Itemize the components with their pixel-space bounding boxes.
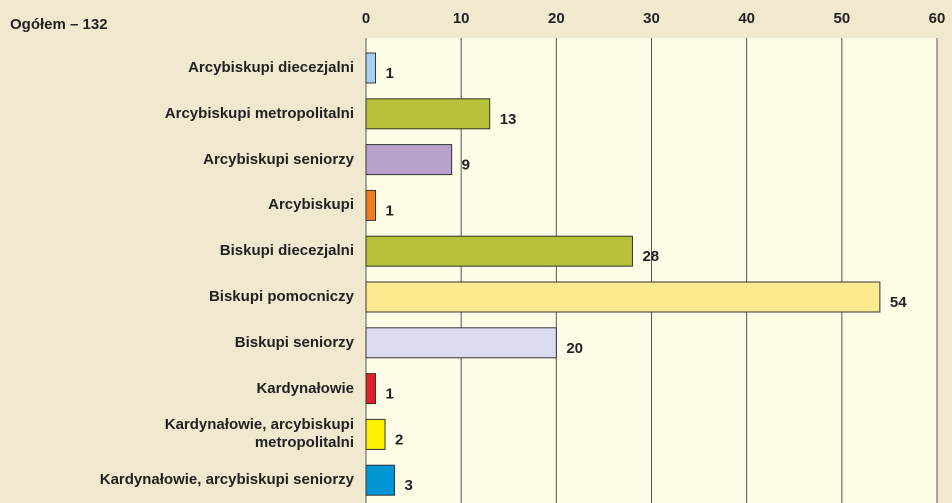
bar bbox=[365, 418, 386, 450]
bar bbox=[365, 281, 881, 313]
x-tick-label: 50 bbox=[833, 10, 850, 27]
data-label: 3 bbox=[405, 477, 413, 494]
x-tick-label: 0 bbox=[362, 10, 370, 27]
y-tick-label: Arcybiskupi seniorzy bbox=[203, 150, 354, 168]
data-label: 2 bbox=[395, 431, 403, 448]
bar bbox=[365, 98, 491, 130]
data-label: 9 bbox=[462, 157, 470, 174]
y-tick-label: Kardynałowie bbox=[256, 379, 354, 397]
data-label: 28 bbox=[642, 248, 659, 265]
x-tick-label: 30 bbox=[643, 10, 660, 27]
bar bbox=[365, 327, 557, 359]
y-tick-label: Arcybiskupi diecezjalni bbox=[188, 59, 354, 76]
chart-title: Ogółem – 132 bbox=[10, 16, 108, 33]
bar bbox=[365, 373, 377, 405]
bar bbox=[365, 464, 396, 496]
data-label: 20 bbox=[566, 340, 583, 357]
data-label: 54 bbox=[890, 294, 907, 311]
bar bbox=[365, 52, 377, 84]
y-tick-label: Arcybiskupi metropolitalni bbox=[164, 104, 354, 122]
x-tick-label: 60 bbox=[929, 10, 946, 27]
bar bbox=[365, 189, 377, 221]
y-tick-label: Kardynałowie, arcybiskupi seniorzy bbox=[99, 471, 354, 489]
data-label: 1 bbox=[386, 202, 394, 219]
y-tick-label: Biskupi pomocniczy bbox=[208, 288, 354, 305]
x-tick-label: 20 bbox=[548, 10, 565, 27]
x-tick-label: 40 bbox=[738, 10, 755, 27]
bar bbox=[365, 235, 633, 267]
y-tick-label: Biskupi diecezjalni bbox=[219, 242, 354, 260]
data-label: 1 bbox=[386, 65, 394, 82]
x-tick-label: 10 bbox=[453, 10, 470, 27]
data-label: 13 bbox=[500, 111, 517, 128]
y-tick-label: Biskupi seniorzy bbox=[234, 333, 354, 351]
y-tick-label: Arcybiskupi bbox=[268, 196, 354, 214]
y-tick-label: Kardynałowie, arcybiskupi metropolitalni bbox=[164, 416, 354, 452]
data-label: 1 bbox=[386, 386, 394, 403]
bar bbox=[365, 144, 453, 176]
